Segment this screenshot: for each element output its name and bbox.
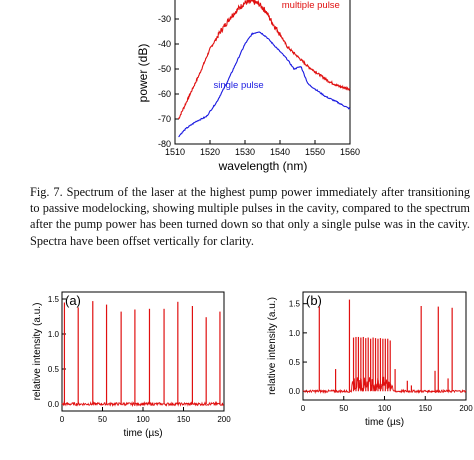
trace-b-xlabel: time (µs) xyxy=(365,417,404,428)
spectrum-xtick-label: 1530 xyxy=(235,147,255,157)
trace-b-xtick-label: 200 xyxy=(459,404,473,413)
legend-single-pulse: single pulse xyxy=(214,80,264,91)
trace-b-xtick-label: 150 xyxy=(419,404,433,413)
trace-a-xtick-label: 100 xyxy=(136,415,150,424)
trace-b-trace xyxy=(302,299,467,395)
spectrum-xlabel: wavelength (nm) xyxy=(218,159,308,173)
spectrum-xtick-label: 1520 xyxy=(200,147,220,157)
spectrum-xtick-label: 1540 xyxy=(270,147,290,157)
trace-a-plot-frame xyxy=(61,291,225,412)
trace-a-xtick-label: 150 xyxy=(177,415,191,424)
trace-a-baseline xyxy=(61,400,225,408)
trace-b-xtick-label: 50 xyxy=(339,404,348,413)
spectrum-xtick-label: 1510 xyxy=(165,147,185,157)
trace-b-baseline xyxy=(302,376,467,395)
trace-b-ytick-label: 0.0 xyxy=(289,387,301,396)
trace-a-ytick-label: 1.0 xyxy=(48,330,60,339)
trace-a-trace xyxy=(61,301,225,408)
spectrum-ytick-label: -40 xyxy=(158,39,171,49)
trace-b-xtick-label: 0 xyxy=(301,404,306,413)
spectrum-legend: multiple pulse single pulse xyxy=(214,0,340,91)
spectrum-ticks: 1510 1520 1530 1540 1550 1560 -80 -70 -60 -50 -40 -… xyxy=(158,14,360,157)
spectrum-series-multiple-pulse xyxy=(177,0,351,120)
spectrum-axes xyxy=(174,0,351,145)
spectrum-ytick-label: -60 xyxy=(158,89,171,99)
spectrum-ytick-label: -80 xyxy=(158,139,171,149)
legend-multiple-pulse: multiple pulse xyxy=(282,0,340,11)
trace-a-ytick-label: 0.5 xyxy=(48,365,60,374)
spectrum-lines xyxy=(177,0,351,138)
trace-a-ytick-label: 0.0 xyxy=(48,400,60,409)
figure-caption: Fig. 7. Spectrum of the laser at the hig… xyxy=(30,185,470,248)
trace-b-ytick-label: 1.5 xyxy=(289,300,301,309)
trace-b-chart: 0 50 100 150 200 0.0 0.5 1.0 1.5 time (µs) relativ… xyxy=(267,291,473,428)
trace-b-panel-label: (b) xyxy=(306,293,322,308)
spectrum-ytick-label: -70 xyxy=(158,114,171,124)
trace-a-xtick-label: 200 xyxy=(217,415,231,424)
spectrum-xtick-label: 1550 xyxy=(305,147,325,157)
spectrum-plot-frame xyxy=(174,0,351,145)
spectrum-chart: 1510 1520 1530 1540 1550 1560 -80 -70 -60 -50 -40 -… xyxy=(136,0,360,173)
trace-b-ytick-label: 0.5 xyxy=(289,358,301,367)
trace-a-xtick-label: 50 xyxy=(98,415,107,424)
trace-b-ylabel: relative intensity (a.u.) xyxy=(267,297,278,395)
trace-a-ylabel: relative intensity (a.u.) xyxy=(32,303,43,401)
trace-a-xtick-label: 0 xyxy=(60,415,65,424)
trace-b-xtick-label: 100 xyxy=(378,404,392,413)
spectrum-ylabel: power (dB) xyxy=(136,44,150,103)
spectrum-xtick-label: 1560 xyxy=(340,147,360,157)
spectrum-series-single-pulse xyxy=(178,31,351,138)
spectrum-ytick-label: -30 xyxy=(158,14,171,24)
spectrum-ytick-label: -50 xyxy=(158,64,171,74)
trace-b-ytick-label: 1.0 xyxy=(289,329,301,338)
trace-a-ytick-label: 1.5 xyxy=(48,295,60,304)
trace-a-panel-label: (a) xyxy=(65,293,81,308)
